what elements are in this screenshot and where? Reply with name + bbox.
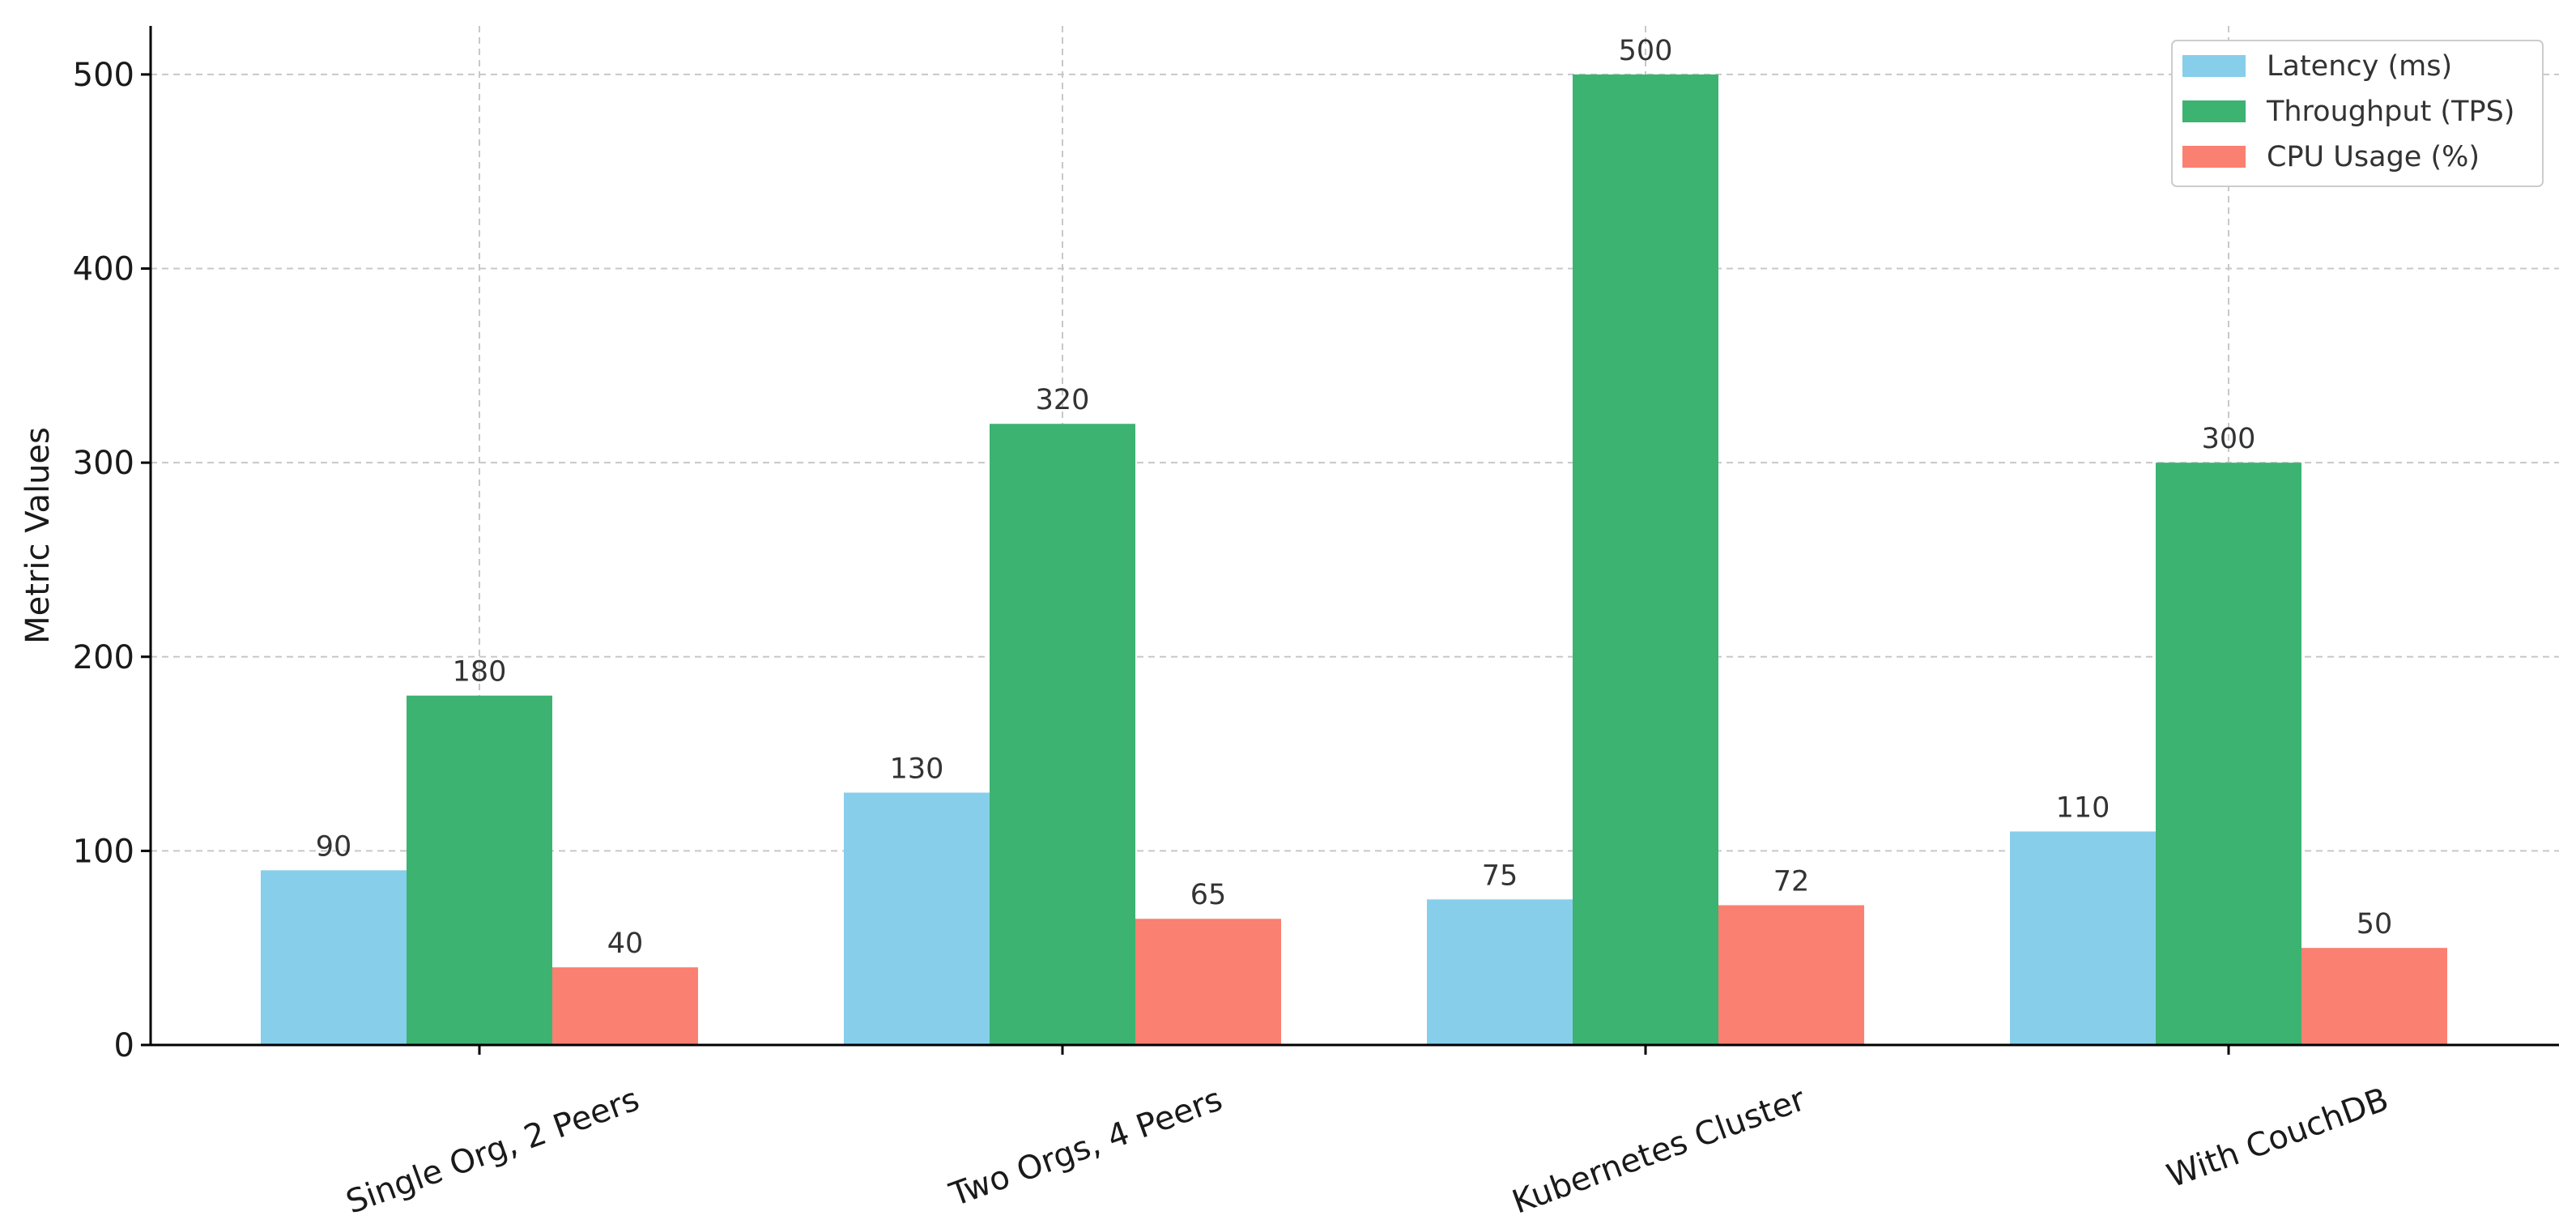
data-label: 72 [1773, 865, 1810, 898]
legend-label: CPU Usage (%) [2267, 141, 2480, 173]
legend-label: Latency (ms) [2267, 50, 2452, 83]
bar-latency-ms [844, 792, 990, 1045]
y-tick-label: 0 [114, 1027, 134, 1064]
data-label: 130 [890, 753, 944, 785]
y-axis-title: Metric Values [19, 427, 57, 644]
data-label: 65 [1190, 879, 1227, 911]
bar-latency-ms [2010, 831, 2156, 1045]
bar-cpu-usage [2301, 948, 2447, 1045]
legend-label: Throughput (TPS) [2266, 96, 2514, 128]
x-tick-label: Two Orgs, 4 Peers [944, 1081, 1227, 1214]
y-tick-label: 500 [73, 57, 134, 94]
legend-swatch [2182, 146, 2246, 168]
y-ticks: 0 100 200 300 400 500 [73, 57, 151, 1064]
bar-throughput-tps [990, 424, 1135, 1045]
legend-swatch [2182, 100, 2246, 122]
data-labels: 90 180 40 130 320 65 75 500 72 110 300 50 [316, 35, 2393, 960]
x-tick-label: Kubernetes Cluster [1508, 1081, 1811, 1222]
data-label: 90 [316, 830, 352, 863]
bar-throughput-tps [2156, 463, 2301, 1045]
data-label: 320 [1036, 384, 1090, 416]
bar-throughput-tps [407, 695, 552, 1045]
y-tick-label: 400 [73, 251, 134, 288]
data-label: 500 [1619, 35, 1673, 67]
axes [149, 26, 2559, 1047]
legend: Latency (ms) Throughput (TPS) CPU Usage (%… [2171, 40, 2544, 187]
data-label: 110 [2056, 791, 2110, 824]
y-tick-label: 300 [73, 445, 134, 482]
legend-swatch [2182, 55, 2246, 77]
data-label: 300 [2202, 423, 2256, 455]
x-ticks: Single Org, 2 Peers Two Orgs, 4 Peers Kube… [342, 1045, 2393, 1222]
bar-cpu-usage [1135, 919, 1281, 1045]
legend-box [2171, 40, 2544, 187]
data-label: 180 [453, 656, 507, 689]
bar-throughput-tps [1573, 74, 1718, 1045]
data-label: 40 [607, 928, 644, 960]
data-label: 75 [1482, 859, 1518, 892]
bar-latency-ms [1427, 899, 1573, 1045]
y-tick-label: 200 [73, 639, 134, 676]
data-label: 50 [2357, 908, 2393, 940]
bars [261, 74, 2447, 1045]
bar-cpu-usage [1718, 905, 1864, 1045]
y-tick-label: 100 [73, 833, 134, 870]
bar-cpu-usage [552, 967, 698, 1045]
bar-latency-ms [261, 870, 407, 1045]
x-tick-label: With CouchDB [2162, 1081, 2393, 1195]
x-tick-label: Single Org, 2 Peers [342, 1081, 645, 1222]
